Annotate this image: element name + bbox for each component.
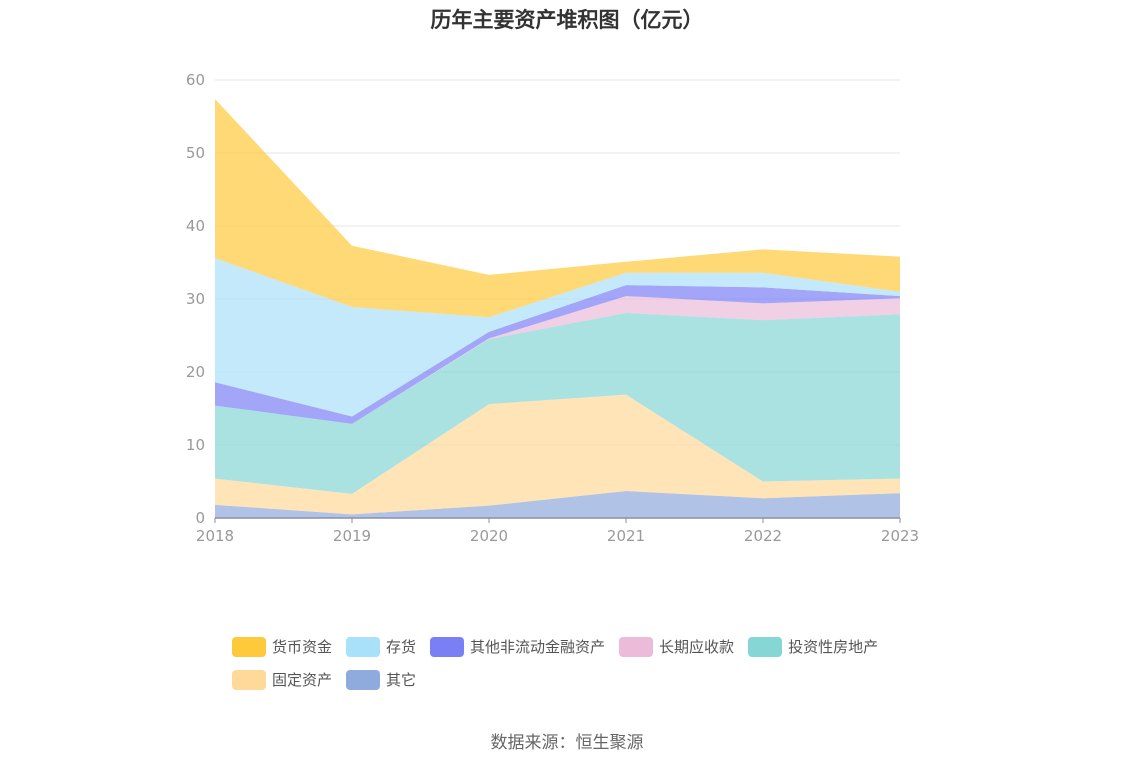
- legend-item[interactable]: 存货: [346, 636, 416, 657]
- area-series: [215, 394, 900, 515]
- y-tick-label: 10: [186, 436, 205, 454]
- chart-legend: 货币资金 存货 其他非流动金融资产 长期应收款 投资性房地产 固定资产 其它: [232, 630, 932, 696]
- area-series: [215, 285, 900, 424]
- legend-swatch: [748, 636, 783, 657]
- x-tick-label: 2020: [470, 527, 508, 545]
- legend-label: 货币资金: [272, 638, 333, 656]
- legend-label: 存货: [386, 638, 417, 656]
- legend-item[interactable]: 固定资产: [232, 669, 332, 690]
- legend-swatch: [346, 669, 381, 690]
- legend-row: 货币资金 存货 其他非流动金融资产 长期应收款 投资性房地产: [232, 630, 932, 663]
- legend-swatch: [430, 636, 465, 657]
- legend-label: 固定资产: [272, 671, 333, 689]
- area-series: [215, 258, 900, 417]
- area-series: [215, 98, 900, 318]
- legend-item[interactable]: 其他非流动金融资产: [430, 636, 605, 657]
- area-series: [215, 296, 900, 424]
- y-tick-label: 60: [186, 71, 205, 89]
- legend-swatch: [232, 636, 266, 657]
- y-tick-label: 20: [186, 363, 205, 381]
- y-tick-label: 40: [186, 217, 205, 235]
- x-tick-label: 2018: [196, 527, 234, 545]
- data-source: 数据来源：恒生聚源: [490, 733, 644, 753]
- area-series: [215, 490, 900, 518]
- legend-label: 其它: [386, 671, 417, 689]
- legend-item[interactable]: 投资性房地产: [748, 636, 878, 657]
- legend-item[interactable]: 长期应收款: [619, 636, 734, 657]
- legend-label: 长期应收款: [659, 638, 735, 656]
- area-series: [215, 312, 900, 494]
- x-tick-label: 2022: [744, 527, 782, 545]
- legend-row: 固定资产 其它: [232, 663, 932, 696]
- legend-swatch: [346, 636, 381, 657]
- x-tick-label: 2019: [333, 527, 371, 545]
- legend-label: 其他非流动金融资产: [470, 638, 606, 656]
- legend-label: 投资性房地产: [788, 638, 879, 656]
- legend-swatch: [619, 636, 654, 657]
- y-tick-label: 30: [186, 290, 205, 308]
- x-tick-label: 2023: [881, 527, 919, 545]
- chart-title: 历年主要资产堆积图（亿元）: [430, 8, 704, 32]
- y-tick-label: 0: [195, 509, 205, 527]
- y-tick-label: 50: [186, 144, 205, 162]
- x-tick-label: 2021: [607, 527, 645, 545]
- legend-item[interactable]: 其它: [346, 669, 416, 690]
- legend-swatch: [232, 669, 266, 690]
- stacked-area-chart: 0 10 20 30 40 50 60 2018 2019 2020 2021 2022 2023: [186, 71, 919, 545]
- legend-item[interactable]: 货币资金: [232, 636, 332, 657]
